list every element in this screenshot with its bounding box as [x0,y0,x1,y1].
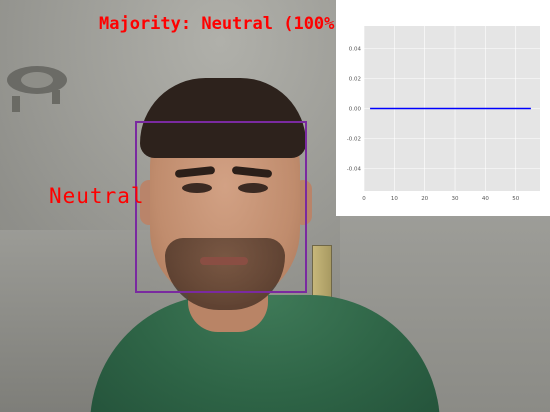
ceiling-lamp-icon [7,66,67,112]
y-tick-label: 0.02 [349,77,361,83]
x-tick-label: 50 [512,196,519,202]
person-mouth [200,257,248,265]
y-tick-label: 0.00 [349,107,362,113]
person-eye-right [238,183,268,193]
emotion-line-chart: 0 10 20 30 40 50 0.04 0.02 0.00 -0.02 -0.04 [347,26,540,202]
y-tick-label: -0.04 [347,167,362,173]
x-tick-label: 10 [391,196,398,202]
emotion-plot-panel: 0 10 20 30 40 50 0.04 0.02 0.00 -0.02 -0.04 [336,0,550,216]
x-tick-label: 40 [482,196,489,202]
face-detection-box [135,121,307,293]
y-tick-label: -0.02 [347,137,361,143]
y-tick-label: 0.04 [349,47,362,53]
x-tick-label: 30 [452,196,459,202]
detected-emotion-label: Neutral [49,184,145,208]
person-hair [140,78,306,158]
x-tick-label: 20 [421,196,428,202]
x-tick-label: 0 [362,196,366,202]
person-eye-left [182,183,212,193]
majority-emotion-label: Majority: Neutral (100%) [99,14,345,34]
